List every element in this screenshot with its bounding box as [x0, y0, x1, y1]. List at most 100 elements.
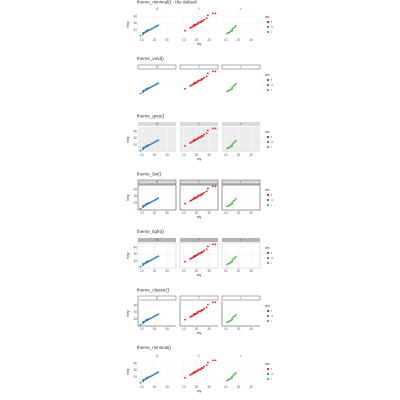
facet-strip-label: r	[240, 122, 242, 126]
x-tick-label: 30	[207, 211, 211, 215]
legend-label-4: 4	[271, 256, 273, 260]
x-axis-title: cty	[197, 157, 202, 161]
data-point-f-18	[206, 187, 209, 190]
x-tick-label: 30	[207, 327, 211, 331]
data-point-f-14	[200, 309, 203, 311]
x-tick-label: 10	[182, 327, 186, 331]
data-point-f-11	[198, 368, 200, 371]
data-point-r-5	[231, 317, 234, 320]
facet-strip	[222, 122, 260, 126]
data-point-4-0	[139, 381, 142, 384]
legend-label-f: f	[271, 20, 272, 24]
data-point-f-16	[203, 18, 205, 21]
data-point-f-17	[205, 132, 208, 135]
x-tick-label: 30	[165, 269, 169, 273]
legend-key-f	[266, 20, 270, 24]
facet-strip-label: f	[199, 354, 200, 358]
data-point-4-18	[157, 197, 160, 200]
data-point-f-16	[203, 365, 205, 368]
facet-strip	[137, 64, 177, 70]
data-point-f-11	[198, 21, 200, 24]
x-tick-label: 30	[165, 327, 169, 331]
facet-r: r	[221, 64, 261, 93]
data-point-f-0	[184, 318, 186, 321]
data-point-f-19	[212, 127, 214, 130]
data-point-4-10	[147, 318, 150, 320]
legend-label-f: f	[271, 193, 272, 197]
data-point-f-7	[194, 312, 197, 315]
x-tick-label: 10	[140, 269, 144, 273]
data-point-4-0	[139, 207, 142, 210]
facet-4: 4 10 20 30 20 30 40	[133, 354, 176, 389]
y-tick-label: 20	[133, 201, 137, 205]
legend-label-4: 4	[271, 372, 273, 376]
panel-border	[137, 184, 177, 211]
facet-4: 4 10 20 30 20 30 40	[133, 179, 177, 215]
y-tick-label: 20	[133, 28, 137, 32]
theme-panel-minimal: theme_minimal() - the default 4 10 20 30 20 30…	[126, 0, 273, 46]
data-point-f-7	[194, 196, 197, 199]
y-tick-label: 40	[133, 187, 137, 191]
facet-4: 4 10 20 30 20 30 40	[133, 295, 177, 331]
facet-strip-label: r	[240, 65, 242, 69]
facet-f: f 10 20 30	[180, 7, 218, 42]
facet-strip	[179, 295, 219, 301]
x-tick-label: 30	[249, 327, 253, 331]
data-point-4-3	[142, 262, 144, 265]
legend-label-r: r	[271, 377, 272, 381]
facet-strip-label: f	[199, 296, 200, 300]
data-point-r-7	[233, 141, 236, 144]
data-point-f-18	[206, 129, 209, 132]
x-tick-label: 30	[207, 269, 211, 273]
y-tick-label: 20	[133, 375, 137, 379]
facet-strip-label: 4	[156, 180, 158, 184]
legend-key-f	[266, 309, 270, 313]
data-point-f-19	[212, 359, 214, 362]
data-point-r-4	[231, 260, 234, 263]
x-tick-label: 10	[140, 385, 144, 389]
data-point-4-3	[142, 89, 144, 92]
data-point-r-4	[231, 29, 234, 32]
facet-strip-label: 4	[156, 296, 158, 300]
data-point-f-0	[184, 87, 186, 90]
facet-strip-label: f	[199, 180, 200, 184]
x-tick-label: 10	[224, 38, 228, 42]
data-point-r-5	[231, 259, 234, 262]
data-point-f-20	[214, 301, 217, 304]
legend-key-r	[266, 203, 270, 207]
x-tick-label: 20	[153, 211, 157, 215]
legend-label-f: f	[271, 309, 272, 313]
theme-panel-minimal: theme_minimal() 4 10 20 30 20 30 40 f 10 20 30 r 10 20…	[126, 345, 273, 393]
legend-key-4	[266, 372, 270, 376]
facet-strip	[221, 179, 261, 185]
data-point-f-15	[201, 309, 204, 311]
theme-panel-light: theme_light() 4 10 20 30 20 30 40 f 10 20 30 r 10 20 30…	[126, 229, 273, 277]
theme-panel-grey: theme_grey() 4 10 20 30 20 30 40 f 10 20 30 r 10 20 30 c…	[126, 114, 273, 162]
x-tick-label: 10	[182, 38, 186, 42]
facet-f: f	[179, 64, 219, 90]
data-point-r-8	[235, 255, 237, 258]
x-tick-label: 10	[224, 211, 228, 215]
legend-title: drv	[265, 73, 270, 77]
data-point-f-17	[205, 75, 208, 78]
x-tick-label: 20	[237, 385, 241, 389]
data-point-4-0	[139, 323, 142, 326]
data-point-4-10	[147, 202, 150, 204]
x-tick-label: 30	[165, 153, 169, 157]
data-point-r-8	[235, 313, 237, 316]
facet-strip-label: r	[240, 296, 242, 300]
legend-key-r	[266, 261, 270, 265]
facet-strip-label: r	[240, 238, 242, 242]
data-point-r-5	[231, 143, 234, 146]
legend-key-f	[266, 193, 270, 197]
data-point-4-0	[139, 265, 142, 268]
data-point-f-14	[200, 135, 203, 137]
facet-strip	[137, 179, 177, 185]
legend-label-f: f	[271, 251, 272, 255]
x-tick-label: 10	[224, 327, 228, 331]
facet-strip	[138, 122, 176, 126]
facet-r: r 10 20 30	[222, 7, 260, 42]
